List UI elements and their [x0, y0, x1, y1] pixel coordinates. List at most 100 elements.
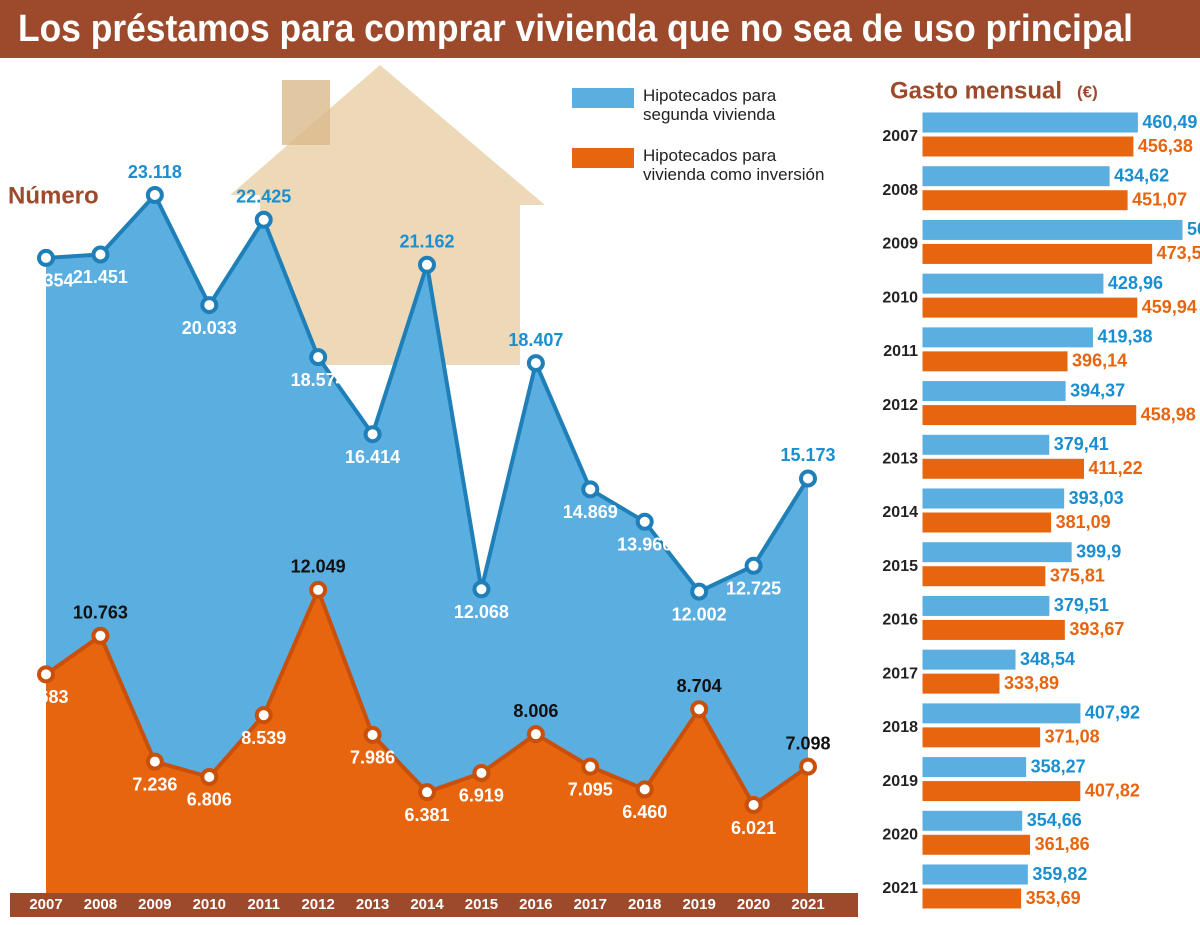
data-label: 21.162: [399, 232, 454, 252]
data-label: 10.763: [73, 603, 128, 623]
bar: [921, 218, 1184, 241]
legend-swatch: [572, 88, 634, 108]
data-label: 353,69: [1026, 888, 1081, 908]
bar: [921, 780, 1082, 803]
data-label: 393,03: [1069, 488, 1124, 508]
x-tick-label: 2021: [791, 896, 824, 913]
data-label: 6.806: [187, 790, 232, 810]
x-tick-label: 2015: [465, 896, 498, 913]
data-label: 6.460: [622, 802, 667, 822]
bar: [921, 487, 1066, 510]
data-label: 7.236: [132, 774, 177, 794]
bar: [921, 165, 1111, 188]
y-tick-label: 2017: [882, 665, 918, 682]
bar: [921, 272, 1105, 295]
data-label: 15.173: [780, 445, 835, 465]
main-title: Los préstamos para comprar vivienda que …: [18, 8, 1133, 50]
data-label: 375,81: [1050, 565, 1105, 585]
x-tick-label: 2020: [737, 896, 770, 913]
bar: [921, 511, 1053, 534]
point: [690, 700, 709, 719]
data-label: 411,22: [1089, 458, 1143, 478]
point: [418, 255, 436, 274]
chimney: [282, 80, 330, 145]
data-label: 6.919: [459, 786, 504, 806]
y-tick-label: 2010: [882, 289, 918, 306]
data-label: 8.539: [241, 728, 286, 748]
point: [472, 580, 491, 599]
data-label: 394,37: [1070, 380, 1125, 400]
bar: [921, 296, 1139, 319]
bar: [921, 189, 1129, 212]
data-label: 18.574: [291, 370, 346, 390]
y-tick-label: 2009: [882, 236, 918, 253]
data-label: 12.002: [672, 604, 727, 624]
data-label: 361,86: [1035, 834, 1090, 854]
x-tick-label: 2009: [138, 896, 171, 913]
data-label: 23.118: [128, 162, 182, 182]
data-label: 473,52: [1157, 243, 1200, 263]
data-label: 348,54: [1020, 649, 1075, 669]
data-label: 8.006: [513, 701, 558, 721]
y-tick-label: 2020: [882, 827, 918, 844]
data-label: 12.049: [291, 557, 346, 577]
point: [200, 767, 219, 786]
x-tick-label: 2013: [356, 896, 389, 913]
x-tick-label: 2019: [682, 896, 715, 913]
data-label: 6.021: [731, 818, 776, 838]
data-label: 8.704: [677, 676, 722, 696]
point: [91, 245, 110, 264]
bar: [921, 380, 1067, 403]
y-tick-label: 2011: [883, 343, 918, 360]
y-tick-label: 2008: [882, 182, 918, 199]
point: [472, 763, 491, 782]
data-label: 7.986: [350, 748, 395, 768]
data-label: 12.068: [454, 602, 509, 622]
y-tick-label: 2013: [882, 451, 918, 468]
data-label: 20.033: [182, 318, 237, 338]
area: [46, 195, 808, 893]
data-label: 21.354: [18, 271, 73, 291]
x-tick-label: 2014: [410, 896, 444, 913]
y-tick-label: 2012: [882, 397, 918, 414]
data-label: 407,92: [1085, 703, 1140, 723]
data-label: 359,82: [1032, 864, 1087, 884]
y-tick-label: 2021: [882, 880, 918, 897]
x-tick-label: 2018: [628, 896, 661, 913]
bar: [921, 135, 1135, 158]
data-label: 21.451: [73, 267, 128, 287]
bar: [921, 702, 1082, 725]
data-label: 456,38: [1138, 136, 1193, 156]
bar: [921, 565, 1047, 588]
unit-label: (€): [1077, 82, 1098, 101]
bar: [921, 541, 1073, 564]
point: [200, 296, 219, 315]
x-tick-label: 2011: [247, 896, 280, 913]
data-label: 13.960: [617, 534, 672, 554]
x-tick-label: 2012: [301, 896, 334, 913]
data-label: 501,29: [1187, 219, 1200, 239]
data-label: 399,9: [1076, 541, 1121, 561]
bar: [921, 726, 1042, 749]
bar: [921, 863, 1029, 886]
bar: [921, 594, 1051, 617]
point: [254, 210, 273, 229]
point: [91, 626, 110, 645]
data-label: 379,51: [1054, 595, 1109, 615]
point: [37, 248, 55, 267]
data-label: 428,96: [1108, 273, 1163, 293]
point: [581, 757, 600, 776]
data-label: 379,41: [1054, 434, 1109, 454]
data-label: 333,89: [1004, 673, 1059, 693]
data-label: 434,62: [1114, 165, 1169, 185]
point: [363, 425, 382, 444]
point: [309, 580, 328, 599]
bar: [921, 326, 1094, 349]
bar: [921, 111, 1139, 134]
bar: [921, 457, 1086, 480]
x-axis-bar: [10, 893, 858, 917]
y-tick-label: 2007: [882, 128, 918, 145]
data-label: 419,38: [1097, 327, 1152, 347]
point: [309, 348, 328, 367]
